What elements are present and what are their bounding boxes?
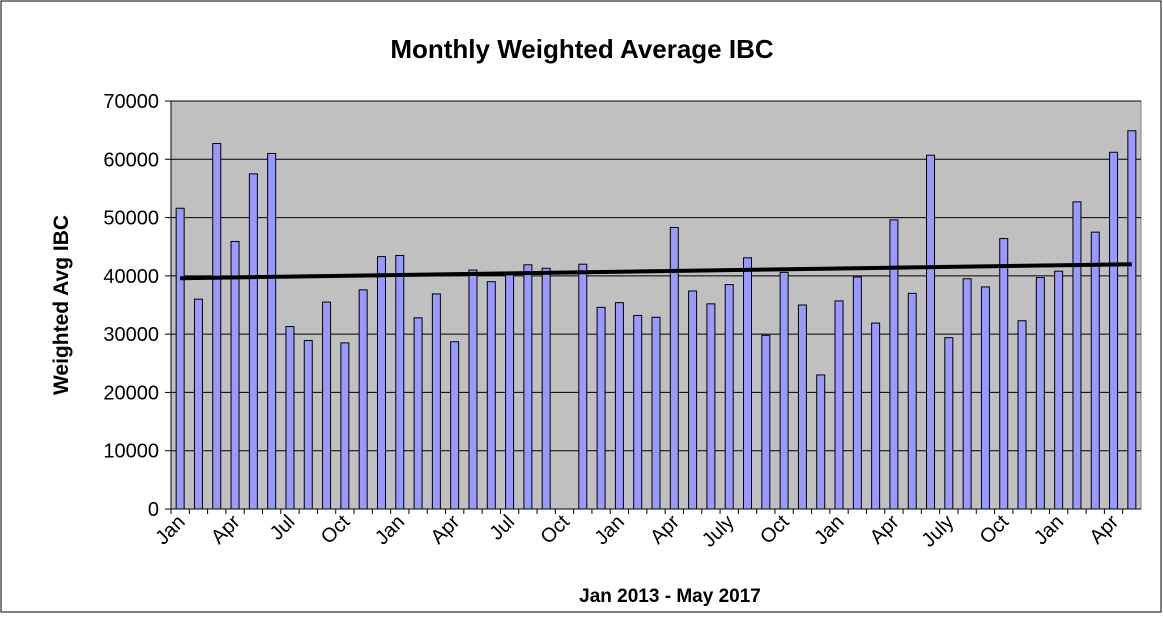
y-tick-label: 30000 [103, 324, 159, 346]
y-tick-label: 10000 [103, 441, 159, 463]
bar [761, 334, 771, 510]
bar [267, 152, 277, 510]
bar [1127, 130, 1137, 510]
bar [633, 314, 643, 510]
bar [358, 289, 368, 510]
bar [1090, 231, 1100, 510]
bar [688, 290, 698, 510]
bar [907, 292, 917, 510]
bar [248, 173, 258, 510]
bar [962, 278, 972, 510]
bar [376, 256, 386, 510]
bar [450, 341, 460, 510]
bar [797, 304, 807, 510]
bar [413, 317, 423, 510]
bar [578, 263, 588, 510]
bar [541, 267, 551, 510]
y-tick-label: 0 [148, 499, 159, 521]
y-tick-label: 50000 [103, 208, 159, 230]
bar [596, 306, 606, 510]
bar [980, 286, 990, 510]
bar [889, 219, 899, 510]
bar [1072, 201, 1082, 510]
bar [614, 302, 624, 510]
y-axis-label: Weighted Avg IBC [50, 215, 73, 395]
bar [303, 340, 313, 510]
bar [322, 301, 332, 510]
bar [285, 326, 295, 510]
bar [743, 257, 753, 510]
bar [505, 272, 515, 510]
bar [1054, 270, 1064, 510]
bar [779, 271, 789, 510]
trendline [180, 262, 1132, 281]
bar [212, 143, 222, 510]
bar [816, 374, 826, 510]
bar [871, 322, 881, 510]
bar [395, 254, 405, 510]
y-tick-label: 40000 [103, 266, 159, 288]
bar [1035, 277, 1045, 510]
bar [1017, 320, 1027, 510]
bar [1109, 151, 1119, 510]
bar [999, 238, 1009, 510]
bar [944, 337, 954, 510]
bar [706, 303, 716, 510]
bar [651, 316, 661, 510]
bar [193, 298, 203, 510]
bar [431, 293, 441, 510]
bar [926, 154, 936, 510]
y-tick-label: 60000 [103, 149, 159, 171]
bar [724, 284, 734, 510]
chart-title: Monthly Weighted Average IBC [390, 34, 774, 64]
bar [175, 207, 185, 510]
bar [834, 300, 844, 510]
bar [486, 281, 496, 510]
bar [468, 269, 478, 510]
y-tick-label: 70000 [103, 91, 159, 113]
y-tick-label: 20000 [103, 382, 159, 404]
bar [340, 342, 350, 510]
bar [230, 240, 240, 510]
bar [852, 276, 862, 510]
bar [523, 264, 533, 510]
x-axis-label: Jan 2013 - May 2017 [579, 586, 761, 607]
